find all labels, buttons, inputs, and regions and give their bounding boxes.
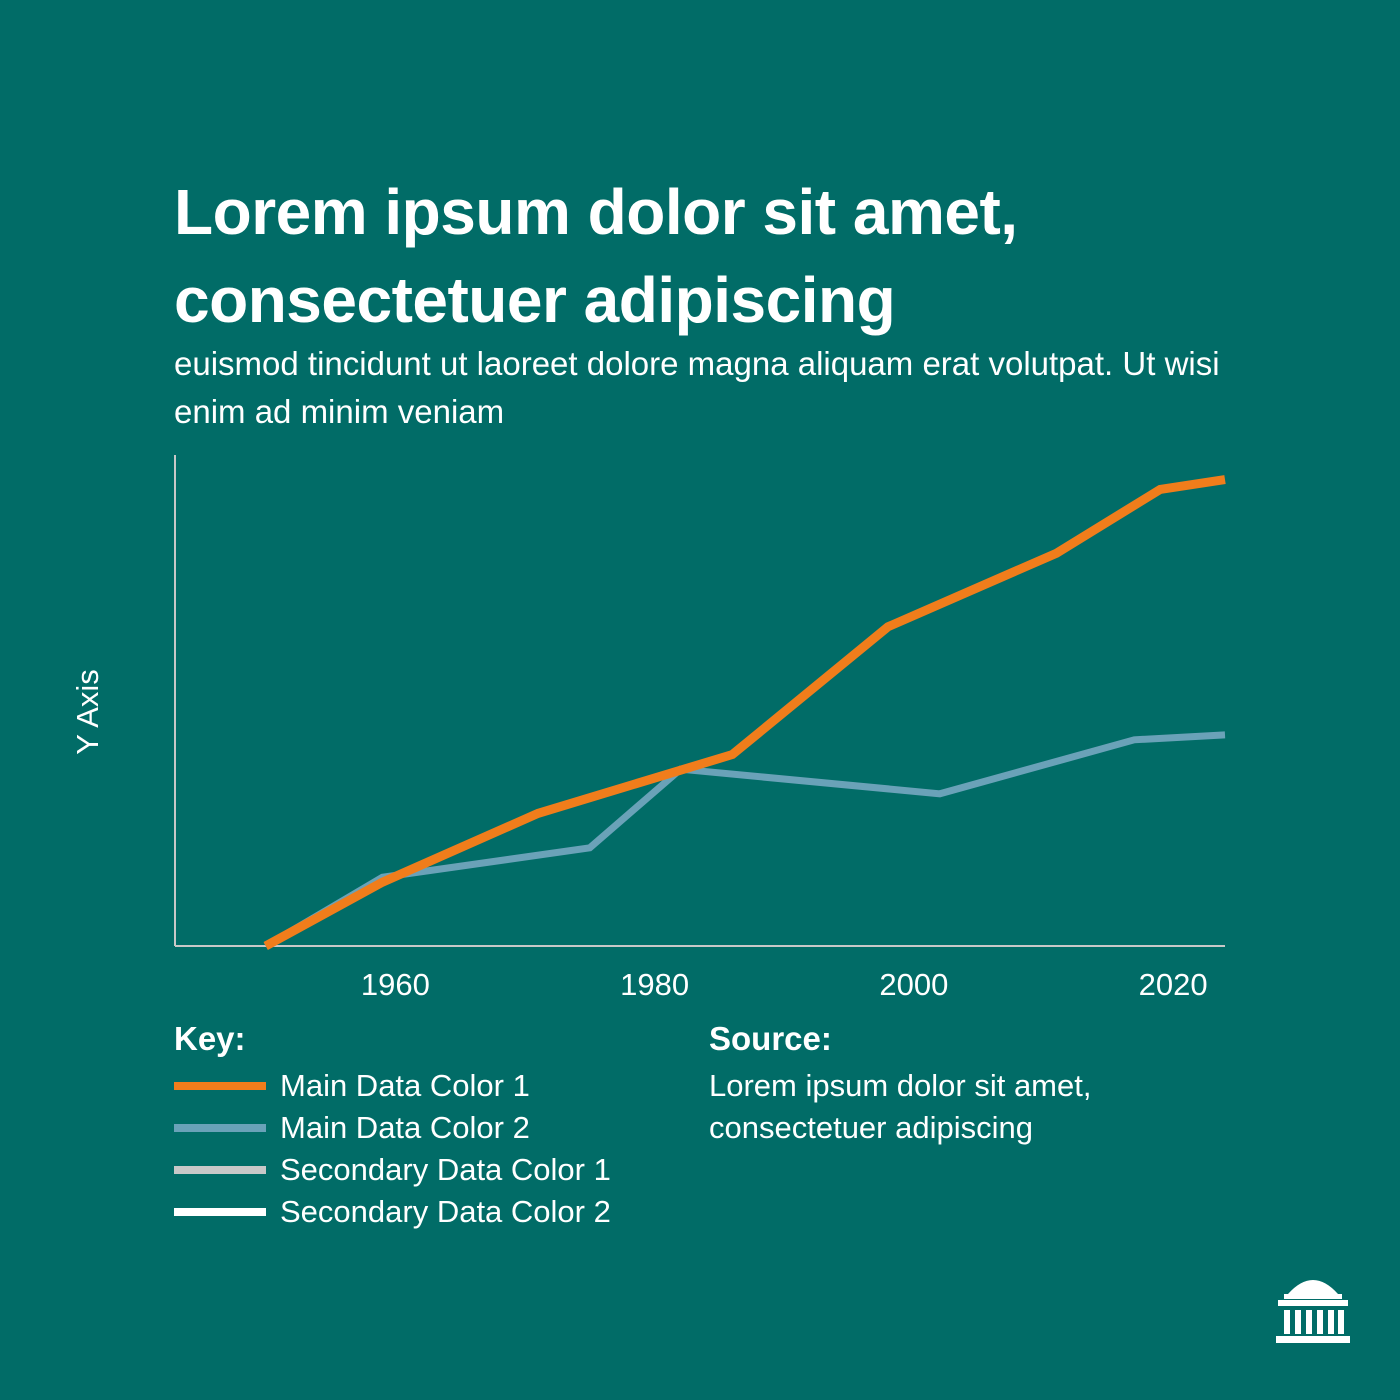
legend-item: Main Data Color 1 xyxy=(174,1065,611,1107)
legend: Main Data Color 1 Main Data Color 2 Second… xyxy=(174,1065,611,1233)
legend-label: Main Data Color 1 xyxy=(280,1068,530,1103)
x-tick-label: 1980 xyxy=(620,967,689,1002)
x-tick-label: 1960 xyxy=(361,967,430,1002)
x-tick-labels: 1960 1980 2000 2020 xyxy=(361,967,1208,1002)
legend-swatch xyxy=(174,1208,266,1216)
chart-series xyxy=(263,475,1226,950)
dome-building-icon xyxy=(1276,1280,1350,1343)
legend-swatch xyxy=(174,1124,266,1132)
legend-swatch xyxy=(174,1166,266,1174)
source-heading: Source: xyxy=(709,1020,832,1057)
legend-label: Main Data Color 2 xyxy=(280,1110,530,1145)
legend-item: Main Data Color 2 xyxy=(174,1107,611,1149)
chart-title: Lorem ipsum dolor sit amet, consectetuer… xyxy=(174,176,1018,336)
legend-heading: Key: xyxy=(174,1020,246,1057)
legend-item: Secondary Data Color 2 xyxy=(174,1191,611,1233)
series-line-1 xyxy=(263,475,1226,950)
legend-item: Secondary Data Color 1 xyxy=(174,1149,611,1191)
chart-subtitle: euismod tincidunt ut laoreet dolore magn… xyxy=(174,345,1220,430)
x-tick-label: 2000 xyxy=(879,967,948,1002)
legend-label: Secondary Data Color 2 xyxy=(280,1194,611,1229)
x-tick-label: 2020 xyxy=(1139,967,1208,1002)
legend-swatch xyxy=(174,1082,266,1090)
line-chart: Y Axis 1960 1980 2000 2020 xyxy=(70,455,1226,1002)
series-line-2 xyxy=(263,731,1226,950)
source-text: Lorem ipsum dolor sit amet, consectetuer… xyxy=(709,1068,1092,1145)
legend-label: Secondary Data Color 1 xyxy=(280,1152,611,1187)
y-axis-label: Y Axis xyxy=(70,669,105,755)
